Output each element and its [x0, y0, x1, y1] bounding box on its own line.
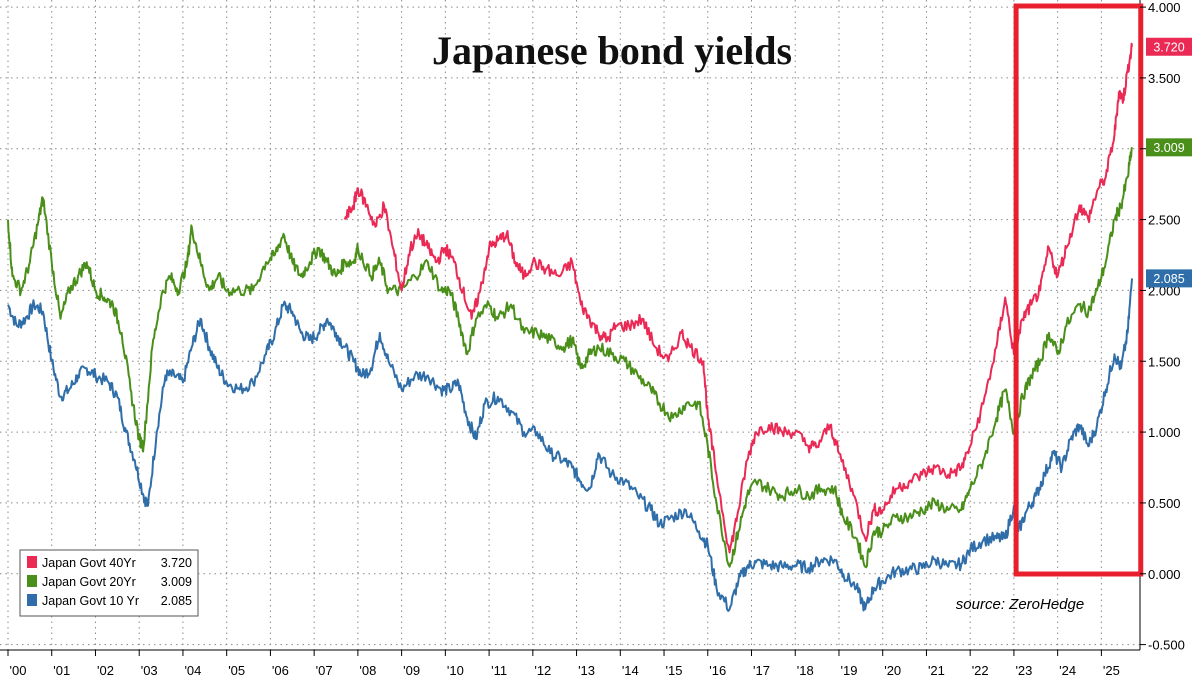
- legend: Japan Govt 40Yr 3.720 Japan Govt 20Yr 3.009…: [19, 549, 199, 617]
- x-tick-label: '07: [316, 663, 333, 678]
- x-tick-label: '18: [797, 663, 814, 678]
- x-tick-label: '22: [972, 663, 989, 678]
- x-tick-label: '03: [141, 663, 158, 678]
- x-tick-label: '12: [534, 663, 551, 678]
- series-line-2: [7, 278, 1133, 612]
- x-tick-label: '09: [403, 663, 420, 678]
- legend-swatch: [27, 575, 37, 587]
- y-tick-label: 1.000: [1148, 425, 1181, 440]
- grid: [0, 0, 1141, 651]
- y-tick-label: 3.500: [1148, 71, 1181, 86]
- last-value-label: 2.085: [1153, 272, 1184, 286]
- last-value-labels: 3.720 3.009 2.085: [1146, 37, 1192, 288]
- series-line-0: [343, 42, 1133, 554]
- series-lines: [7, 42, 1133, 612]
- last-value-badge: [1146, 138, 1192, 157]
- y-tick-label: 0.500: [1148, 496, 1181, 511]
- x-tick-label: '06: [272, 663, 289, 678]
- legend-series-last: 3.009: [161, 575, 192, 589]
- y-tick-label: 4.000: [1148, 0, 1181, 15]
- x-tick-label: '19: [840, 663, 857, 678]
- x-tick-label: '25: [1103, 663, 1120, 678]
- x-tick-label: '14: [622, 663, 639, 678]
- legend-box: [19, 549, 199, 617]
- last-value-label: 3.720: [1153, 40, 1184, 54]
- y-tick-label: 0.000: [1148, 567, 1181, 582]
- x-tick-label: '15: [666, 663, 683, 678]
- chart-title: Japanese bond yields: [432, 28, 792, 73]
- x-tick-label: '24: [1059, 663, 1076, 678]
- legend-series-name: Japan Govt 20Yr: [42, 575, 136, 589]
- x-axis-ticks: '00 '01 '02 '03 '04 '05 '06 '07 '08 '09 '10 '11 '12 '…: [7, 650, 1120, 678]
- legend-series-last: 3.720: [161, 556, 192, 570]
- x-tick-label: '08: [359, 663, 376, 678]
- legend-swatch: [27, 594, 37, 606]
- legend-series-last: 2.085: [161, 594, 192, 608]
- x-tick-label: '16: [709, 663, 726, 678]
- x-tick-label: '02: [97, 663, 114, 678]
- x-tick-label: '20: [884, 663, 901, 678]
- y-tick-label: 2.500: [1148, 213, 1181, 228]
- legend-swatch: [27, 556, 37, 568]
- last-value-label: 3.009: [1153, 141, 1184, 155]
- x-tick-label: '10: [447, 663, 464, 678]
- last-value-badge: [1146, 37, 1192, 56]
- legend-series-name: Japan Govt 10 Yr: [42, 594, 139, 608]
- x-tick-label: '13: [578, 663, 595, 678]
- series-line-1: [7, 147, 1133, 569]
- x-tick-label: '23: [1015, 663, 1032, 678]
- x-tick-label: '05: [228, 663, 245, 678]
- x-tick-label: '01: [53, 663, 70, 678]
- x-tick-label: '04: [184, 663, 201, 678]
- legend-series-name: Japan Govt 40Yr: [42, 556, 136, 570]
- y-tick-label: 1.500: [1148, 354, 1181, 369]
- x-tick-label: '17: [753, 663, 770, 678]
- x-tick-label: '11: [491, 663, 507, 678]
- y-tick-label: -0.500: [1148, 638, 1185, 653]
- last-value-badge: [1146, 269, 1192, 288]
- x-tick-label: '21: [928, 663, 945, 678]
- y-axis-ticks: 4.0003.5003.0002.5002.0001.5001.0000.500…: [1140, 0, 1185, 653]
- x-tick-label: '00: [10, 663, 27, 678]
- source-label: source: ZeroHedge: [956, 596, 1084, 613]
